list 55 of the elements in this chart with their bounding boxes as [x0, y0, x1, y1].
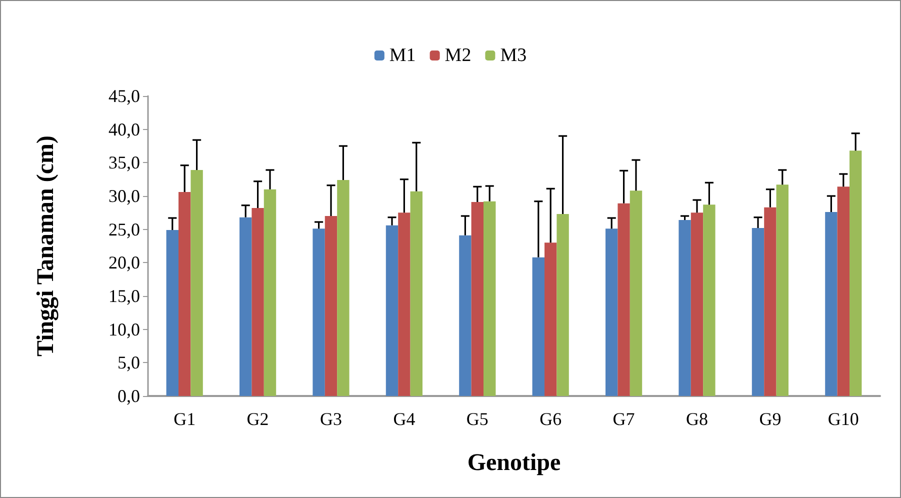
bar [544, 242, 557, 396]
x-tick-label: G4 [393, 409, 416, 429]
bar [837, 186, 850, 396]
y-tick-label: 40,0 [108, 119, 140, 140]
x-axis-title: Genotipe [467, 450, 562, 476]
legend-label: M1 [389, 45, 416, 66]
y-tick-label: 30,0 [108, 186, 140, 206]
y-tick-label: 35,0 [108, 152, 140, 173]
x-tick-label: G6 [540, 409, 562, 429]
x-tick-label: G5 [466, 409, 488, 429]
bar [532, 257, 544, 396]
y-tick-label: 15,0 [108, 286, 140, 306]
bar [471, 202, 484, 396]
x-tick-label: G10 [828, 409, 859, 429]
bar [410, 191, 422, 396]
x-tick-label: G9 [759, 409, 782, 429]
bar [190, 170, 203, 396]
legend-label: M3 [500, 45, 527, 66]
bar [606, 228, 618, 396]
bar [459, 235, 472, 396]
x-tick-label: G7 [612, 409, 635, 429]
y-tick-label: 20,0 [108, 252, 140, 273]
bar [312, 228, 325, 396]
x-tick-label: G1 [174, 409, 196, 429]
y-tick-label: 25,0 [108, 219, 140, 240]
bar [337, 180, 350, 396]
bar [324, 216, 338, 396]
bar [240, 217, 252, 396]
y-tick-label: 45,0 [108, 86, 140, 106]
bar [484, 201, 496, 396]
bar [178, 192, 191, 396]
bar [678, 220, 691, 396]
legend-label: M2 [444, 45, 472, 66]
y-tick-label: 10,0 [108, 319, 140, 340]
x-tick-label: G8 [686, 409, 708, 429]
bar [690, 212, 704, 396]
bar [630, 190, 642, 396]
bar [252, 208, 264, 396]
bar [703, 204, 716, 396]
y-tick-label: 5,0 [118, 352, 140, 373]
bar [776, 184, 788, 396]
bar [556, 214, 569, 396]
bar [764, 207, 776, 396]
y-tick-label: 0,0 [118, 386, 140, 406]
bar [618, 203, 630, 396]
x-tick-label: G3 [320, 409, 342, 429]
bar [850, 150, 862, 396]
bar [398, 212, 410, 396]
bar [264, 189, 276, 396]
bar [386, 225, 398, 396]
x-tick-label: G2 [246, 409, 269, 429]
bar [752, 228, 764, 396]
y-axis-title: Tinggi Tanaman (cm) [33, 136, 59, 356]
bar [166, 230, 178, 396]
bar [825, 212, 838, 396]
